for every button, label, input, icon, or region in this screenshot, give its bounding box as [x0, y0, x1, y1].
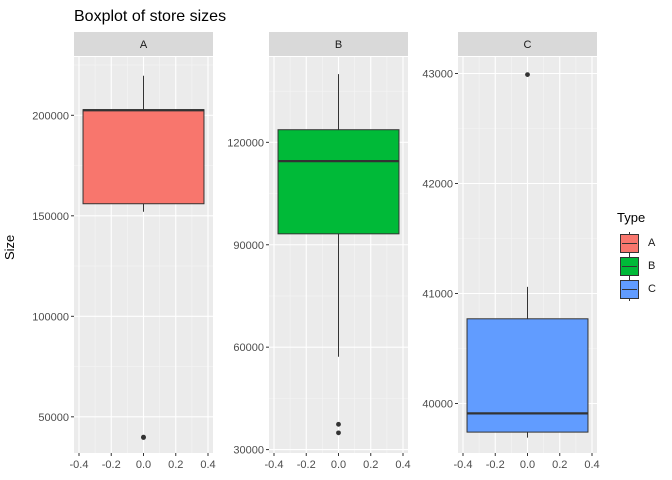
x-tick-label-b: -0.2 — [297, 459, 316, 471]
x-tick-label-b: 0.0 — [331, 459, 346, 471]
x-tick-label-a: -0.2 — [102, 459, 121, 471]
x-tick-label-c: 0.0 — [520, 459, 535, 471]
x-tick-label-a: 0.4 — [200, 459, 215, 471]
outlier-point-b — [336, 430, 341, 436]
x-tick-label-b: -0.4 — [265, 459, 284, 471]
x-tick-label-b: 0.4 — [395, 459, 410, 471]
y-tick-label-b: 60000 — [233, 342, 264, 354]
y-tick-label-a: 200000 — [32, 110, 69, 122]
legend-key-c — [620, 278, 639, 301]
legend-item-b: B — [620, 255, 660, 278]
legend-key-b — [620, 255, 639, 278]
y-tick-label-c: 43000 — [422, 69, 453, 81]
outlier-point-a — [141, 434, 146, 440]
legend-title: Type — [617, 210, 646, 225]
y-tick-label-b: 90000 — [233, 240, 264, 252]
legend-item-a: A — [620, 232, 660, 255]
y-tick-label-a: 50000 — [38, 412, 69, 424]
x-tick-label-c: 0.2 — [552, 459, 567, 471]
legend-key-a — [620, 232, 639, 255]
facet-strip-label-c: C — [524, 39, 532, 51]
outlier-point-b — [336, 421, 341, 427]
y-tick-label-c: 41000 — [422, 289, 453, 301]
legend-item-c: C — [620, 278, 660, 301]
facet-strip-c — [458, 32, 597, 56]
y-tick-label-b: 120000 — [227, 137, 264, 149]
facet-strip-label-a: A — [140, 39, 148, 51]
y-tick-label-a: 150000 — [32, 211, 69, 223]
x-tick-label-c: 0.4 — [584, 459, 599, 471]
chart-title: Boxplot of store sizes — [74, 8, 227, 25]
x-tick-label-c: -0.2 — [486, 459, 505, 471]
box-b — [277, 129, 400, 235]
facet-strip-b — [269, 32, 408, 56]
x-tick-label-b: 0.2 — [363, 459, 378, 471]
y-tick-label-b: 30000 — [233, 445, 264, 457]
y-tick-label-c: 42000 — [422, 179, 453, 191]
y-tick-label-a: 100000 — [32, 311, 69, 323]
legend-label-a: A — [648, 237, 656, 249]
outlier-point-c — [525, 72, 530, 77]
x-tick-label-a: 0.2 — [168, 459, 183, 471]
x-tick-label-a: 0.0 — [136, 459, 151, 471]
y-tick-label-c: 40000 — [422, 399, 453, 411]
facet-strip-a — [74, 32, 213, 56]
x-tick-label-c: -0.4 — [454, 459, 473, 471]
box-c — [466, 318, 589, 433]
legend-label-c: C — [648, 283, 656, 295]
x-tick-label-a: -0.4 — [70, 459, 89, 471]
legend-label-b: B — [648, 260, 656, 272]
box-a — [82, 109, 205, 205]
facet-strip-label-b: B — [335, 39, 342, 51]
